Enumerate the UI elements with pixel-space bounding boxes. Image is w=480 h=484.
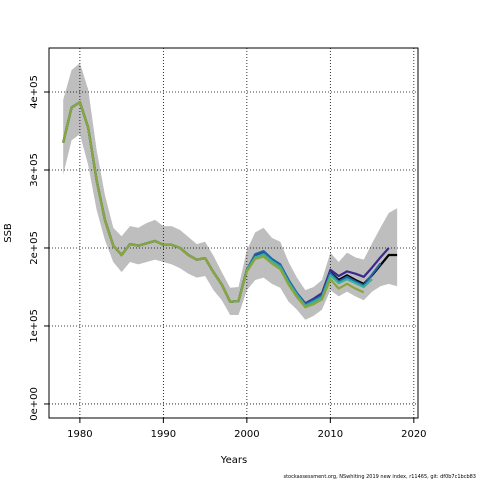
x-tick-label: 2020 [401,429,426,440]
x-tick-label: 1980 [67,429,92,440]
x-tick-label: 2000 [234,429,259,440]
y-axis-label: SSB [3,223,14,243]
ssb-line [62,101,398,307]
x-tick-label: 2010 [318,429,343,440]
y-tick-label: 3e+05 [29,153,40,187]
x-axis-label: Years [220,455,247,466]
x-tick-label: 1990 [151,429,176,440]
y-tick-label: 1e+05 [29,309,40,343]
confidence-band [63,63,398,320]
ssb-line [62,101,365,309]
footnote: stockassessment.org, NSwhiting 2019 new … [283,474,476,480]
y-tick-label: 0e+00 [29,387,40,421]
y-tick-label: 2e+05 [29,231,40,265]
plot-frame [48,47,419,419]
y-tick-label: 4e+05 [29,75,40,109]
